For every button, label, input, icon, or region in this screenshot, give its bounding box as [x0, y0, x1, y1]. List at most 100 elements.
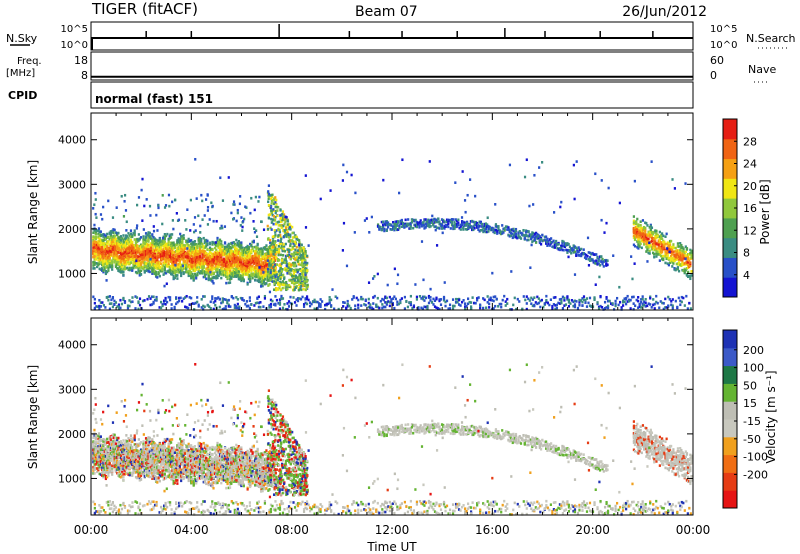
- power-cell: [132, 232, 135, 235]
- power-cell: [168, 259, 171, 262]
- power-cell: [158, 237, 161, 241]
- power-cell: [128, 249, 131, 253]
- power-cell: [270, 228, 273, 231]
- power-cell: [216, 255, 219, 259]
- power-cell: [93, 252, 96, 255]
- power-cell: [237, 250, 240, 254]
- power-cell: [172, 274, 175, 278]
- power-cell: [168, 204, 171, 208]
- power-cell: [134, 239, 138, 243]
- power-cell: [294, 240, 297, 244]
- power-cell: [162, 239, 165, 243]
- power-cell: [173, 266, 176, 269]
- power-cell: [146, 256, 149, 259]
- power-cell: [220, 263, 223, 267]
- power-cell: [131, 258, 134, 261]
- power-cell: [514, 232, 518, 236]
- power-cell: [217, 246, 220, 250]
- power-cell: [173, 243, 176, 247]
- power-cell: [215, 257, 218, 261]
- power-cell: [119, 246, 123, 249]
- power-cell: [246, 245, 249, 249]
- power-cell: [301, 264, 304, 268]
- power-cell: [143, 242, 146, 245]
- power-cell: [141, 251, 144, 255]
- power-cell: [166, 232, 169, 236]
- power-cell: [279, 224, 282, 227]
- power-cell: [245, 248, 248, 251]
- power-cell: [186, 256, 189, 259]
- power-cell: [199, 231, 202, 234]
- power-cell: [246, 254, 249, 258]
- power-cell: [141, 260, 144, 263]
- power-cell: [226, 268, 229, 272]
- power-cell: [102, 242, 105, 245]
- power-cell: [207, 262, 210, 266]
- power-cell: [146, 251, 149, 254]
- power-cell: [143, 261, 146, 265]
- power-cell: [298, 252, 301, 256]
- power-cell: [116, 239, 119, 243]
- power-cell: [244, 246, 247, 250]
- power-cell: [252, 272, 255, 276]
- power-cell: [159, 269, 163, 273]
- beam-label: Beam 07: [355, 4, 418, 20]
- power-cell: [235, 275, 238, 279]
- power-cell: [206, 259, 209, 263]
- power-cell: [240, 260, 243, 264]
- power-cell: [152, 236, 155, 239]
- power-cell: [183, 266, 187, 269]
- power-cell: [283, 261, 287, 264]
- power-cell: [92, 246, 95, 250]
- power-cell: [175, 274, 178, 277]
- power-cell: [206, 271, 209, 275]
- power-cell: [129, 258, 133, 261]
- power-cell: [240, 263, 243, 267]
- power-cell: [129, 250, 133, 254]
- power-cell: [138, 252, 141, 255]
- power-cell: [139, 261, 143, 265]
- power-cell: [97, 253, 100, 257]
- power-cell: [602, 265, 605, 268]
- power-cell: [157, 239, 160, 243]
- power-cell: [452, 218, 455, 221]
- nsky-label: N.Sky: [6, 32, 38, 45]
- power-cell: [228, 247, 232, 251]
- power-cell: [211, 268, 214, 271]
- freq-left-tick-low: 8: [81, 69, 88, 82]
- power-cell: [462, 226, 465, 230]
- power-cell: [244, 267, 247, 270]
- power-cell: [106, 246, 109, 250]
- power-cell: [275, 287, 278, 290]
- power-cell: [460, 223, 464, 226]
- power-cell: [116, 242, 119, 245]
- power-cell: [125, 220, 128, 224]
- power-cell: [383, 227, 386, 231]
- power-cell: [123, 267, 126, 271]
- power-cells: [92, 157, 693, 311]
- power-cell: [147, 268, 150, 271]
- power-cell: [249, 280, 252, 284]
- power-cell: [121, 245, 124, 249]
- power-cell: [107, 261, 110, 264]
- power-cell: [213, 258, 217, 262]
- power-cell: [232, 255, 235, 258]
- power-cell: [103, 237, 106, 241]
- power-cell: [289, 268, 292, 272]
- power-cell: [198, 260, 202, 264]
- power-cell: [211, 276, 214, 279]
- power-cell: [187, 259, 190, 262]
- power-cell: [447, 222, 450, 226]
- power-cell: [167, 263, 170, 267]
- power-cell: [195, 248, 198, 251]
- power-cell: [133, 255, 136, 258]
- power-cell: [107, 199, 110, 203]
- power-cell: [183, 255, 187, 258]
- power-cell: [98, 237, 101, 241]
- power-cell: [108, 262, 111, 265]
- power-cell: [102, 270, 105, 274]
- power-cell: [112, 242, 115, 246]
- power-cell: [126, 250, 129, 254]
- power-cell: [122, 255, 125, 258]
- power-cell: [206, 262, 209, 266]
